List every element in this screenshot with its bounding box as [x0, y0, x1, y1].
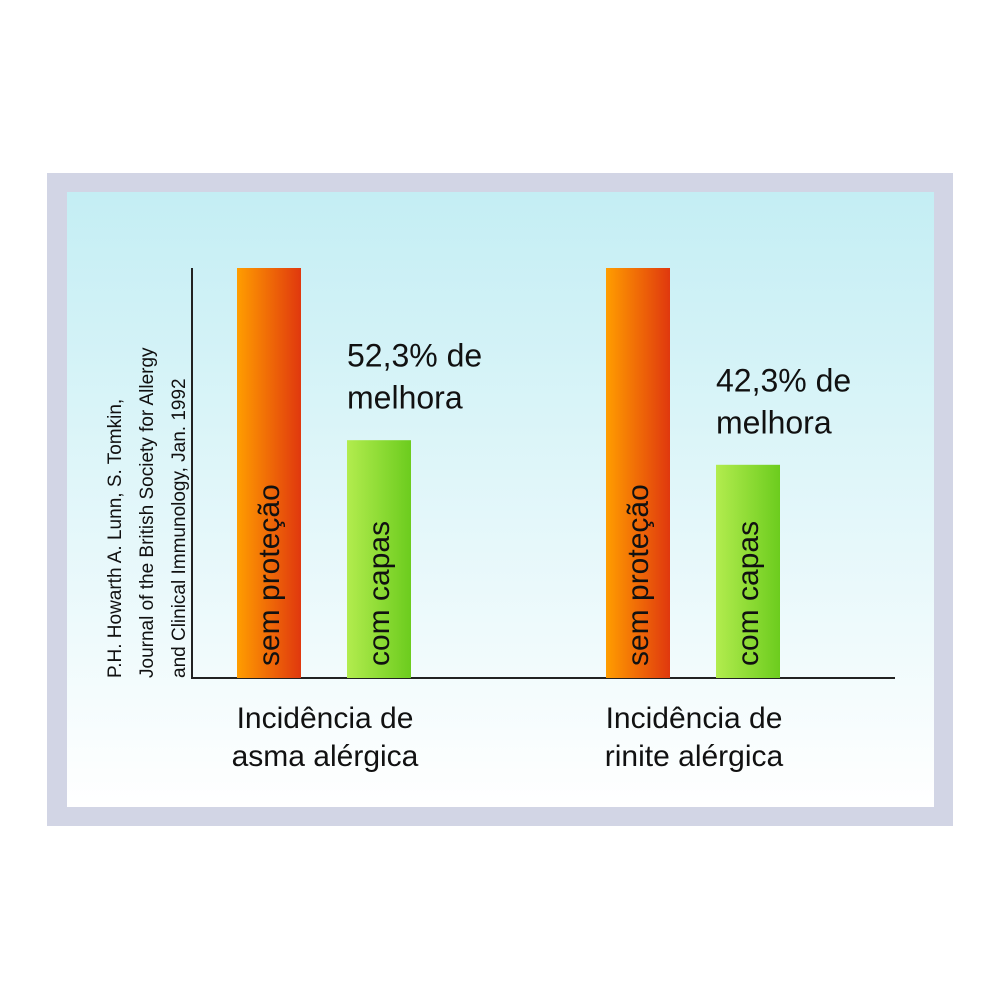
x-category-label: rinite alérgica [605, 740, 784, 773]
x-category-label: Incidência de [237, 702, 414, 735]
bar-label: com capas [732, 521, 765, 666]
bar [347, 440, 411, 678]
annotation: melhora [716, 404, 832, 440]
bar-label: com capas [363, 521, 396, 666]
source-text: and Clinical Immunology, Jan. 1992 [169, 378, 190, 678]
annotation: 42,3% de [716, 362, 851, 398]
source-text: Journal of the British Society for Aller… [137, 347, 158, 678]
bar [716, 464, 780, 678]
bar [606, 268, 670, 678]
bar-label: sem proteção [622, 484, 655, 666]
x-category-label: Incidência de [606, 702, 783, 735]
bar [237, 268, 301, 678]
annotation: melhora [347, 380, 463, 416]
x-category-label: asma alérgica [232, 740, 419, 773]
bar-label: sem proteção [253, 484, 286, 666]
plot-background [67, 192, 934, 807]
annotation: 52,3% de [347, 338, 482, 374]
source-text: P.H. Howarth A. Lunn, S. Tomkin, [105, 399, 126, 678]
